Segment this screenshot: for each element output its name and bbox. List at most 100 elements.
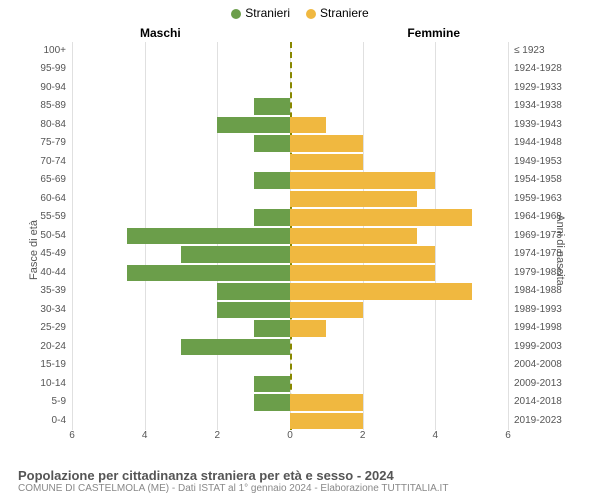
bar-male [254, 320, 290, 336]
age-row: 95-991924-1928 [72, 60, 508, 78]
age-label: 50-54 [40, 227, 72, 245]
population-pyramid-chart: Stranieri Straniere Maschi Femmine Fasce … [0, 0, 600, 500]
legend: Stranieri Straniere [0, 6, 600, 20]
footer-title: Popolazione per cittadinanza straniera p… [18, 468, 590, 483]
bar-female [290, 394, 363, 410]
legend-label: Straniere [320, 6, 369, 20]
age-row: 15-192004-2008 [72, 356, 508, 374]
birth-year-label: 2009-2013 [508, 375, 562, 393]
bar-female [290, 413, 363, 429]
age-row: 60-641959-1963 [72, 190, 508, 208]
bar-female [290, 117, 326, 133]
x-tick: 6 [69, 430, 75, 441]
legend-swatch [231, 9, 241, 19]
bar-female [290, 320, 326, 336]
age-label: 85-89 [40, 97, 72, 115]
birth-year-label: 1994-1998 [508, 319, 562, 337]
age-row: 35-391984-1988 [72, 282, 508, 300]
age-row: 55-591964-1968 [72, 208, 508, 226]
bar-female [290, 191, 417, 207]
bar-female [290, 154, 363, 170]
x-tick: 4 [142, 430, 148, 441]
bar-male [254, 98, 290, 114]
x-tick: 2 [360, 430, 366, 441]
age-label: 15-19 [40, 356, 72, 374]
age-row: 45-491974-1978 [72, 245, 508, 263]
age-label: 55-59 [40, 208, 72, 226]
bar-male [254, 394, 290, 410]
age-label: 70-74 [40, 153, 72, 171]
birth-year-label: 1929-1933 [508, 79, 562, 97]
age-label: 30-34 [40, 301, 72, 319]
birth-year-label: 1964-1968 [508, 208, 562, 226]
legend-label: Stranieri [245, 6, 290, 20]
birth-year-label: 1954-1958 [508, 171, 562, 189]
bar-male [127, 228, 291, 244]
column-title-female: Femmine [407, 26, 460, 40]
age-row: 0-42019-2023 [72, 412, 508, 430]
age-row: 100+≤ 1923 [72, 42, 508, 60]
age-label: 90-94 [40, 79, 72, 97]
y-axis-left-label: Fasce di età [28, 220, 40, 280]
x-tick: 6 [505, 430, 511, 441]
birth-year-label: 1989-1993 [508, 301, 562, 319]
age-label: 95-99 [40, 60, 72, 78]
bar-male [127, 265, 291, 281]
age-row: 85-891934-1938 [72, 97, 508, 115]
x-axis: 6420246 [72, 430, 508, 444]
birth-year-label: ≤ 1923 [508, 42, 545, 60]
age-label: 65-69 [40, 171, 72, 189]
age-label: 80-84 [40, 116, 72, 134]
bar-male [181, 339, 290, 355]
bar-female [290, 209, 472, 225]
age-row: 70-741949-1953 [72, 153, 508, 171]
birth-year-label: 2019-2023 [508, 412, 562, 430]
bar-male [217, 302, 290, 318]
birth-year-label: 1924-1928 [508, 60, 562, 78]
age-label: 20-24 [40, 338, 72, 356]
age-row: 20-241999-2003 [72, 338, 508, 356]
birth-year-label: 2004-2008 [508, 356, 562, 374]
age-row: 25-291994-1998 [72, 319, 508, 337]
bar-male [217, 283, 290, 299]
x-tick: 0 [287, 430, 293, 441]
bar-male [254, 135, 290, 151]
age-label: 40-44 [40, 264, 72, 282]
legend-item: Stranieri [231, 6, 290, 20]
age-label: 75-79 [40, 134, 72, 152]
age-label: 10-14 [40, 375, 72, 393]
age-label: 100+ [43, 42, 72, 60]
age-label: 25-29 [40, 319, 72, 337]
bar-female [290, 283, 472, 299]
age-row: 5-92014-2018 [72, 393, 508, 411]
birth-year-label: 1969-1973 [508, 227, 562, 245]
bar-female [290, 135, 363, 151]
birth-year-label: 1999-2003 [508, 338, 562, 356]
bar-female [290, 246, 435, 262]
age-row: 40-441979-1983 [72, 264, 508, 282]
birth-year-label: 1979-1983 [508, 264, 562, 282]
age-label: 35-39 [40, 282, 72, 300]
age-row: 75-791944-1948 [72, 134, 508, 152]
age-row: 65-691954-1958 [72, 171, 508, 189]
bar-male [217, 117, 290, 133]
bar-male [254, 209, 290, 225]
bar-female [290, 172, 435, 188]
age-row: 50-541969-1973 [72, 227, 508, 245]
bar-female [290, 302, 363, 318]
age-row: 90-941929-1933 [72, 79, 508, 97]
age-label: 60-64 [40, 190, 72, 208]
age-label: 5-9 [52, 393, 72, 411]
age-row: 80-841939-1943 [72, 116, 508, 134]
birth-year-label: 2014-2018 [508, 393, 562, 411]
footer-subtitle: COMUNE DI CASTELMOLA (ME) - Dati ISTAT a… [18, 483, 590, 494]
bar-female [290, 228, 417, 244]
age-label: 0-4 [52, 412, 72, 430]
legend-item: Straniere [306, 6, 369, 20]
bar-male [254, 172, 290, 188]
column-title-male: Maschi [140, 26, 181, 40]
age-row: 10-142009-2013 [72, 375, 508, 393]
birth-year-label: 1944-1948 [508, 134, 562, 152]
birth-year-label: 1939-1943 [508, 116, 562, 134]
age-label: 45-49 [40, 245, 72, 263]
